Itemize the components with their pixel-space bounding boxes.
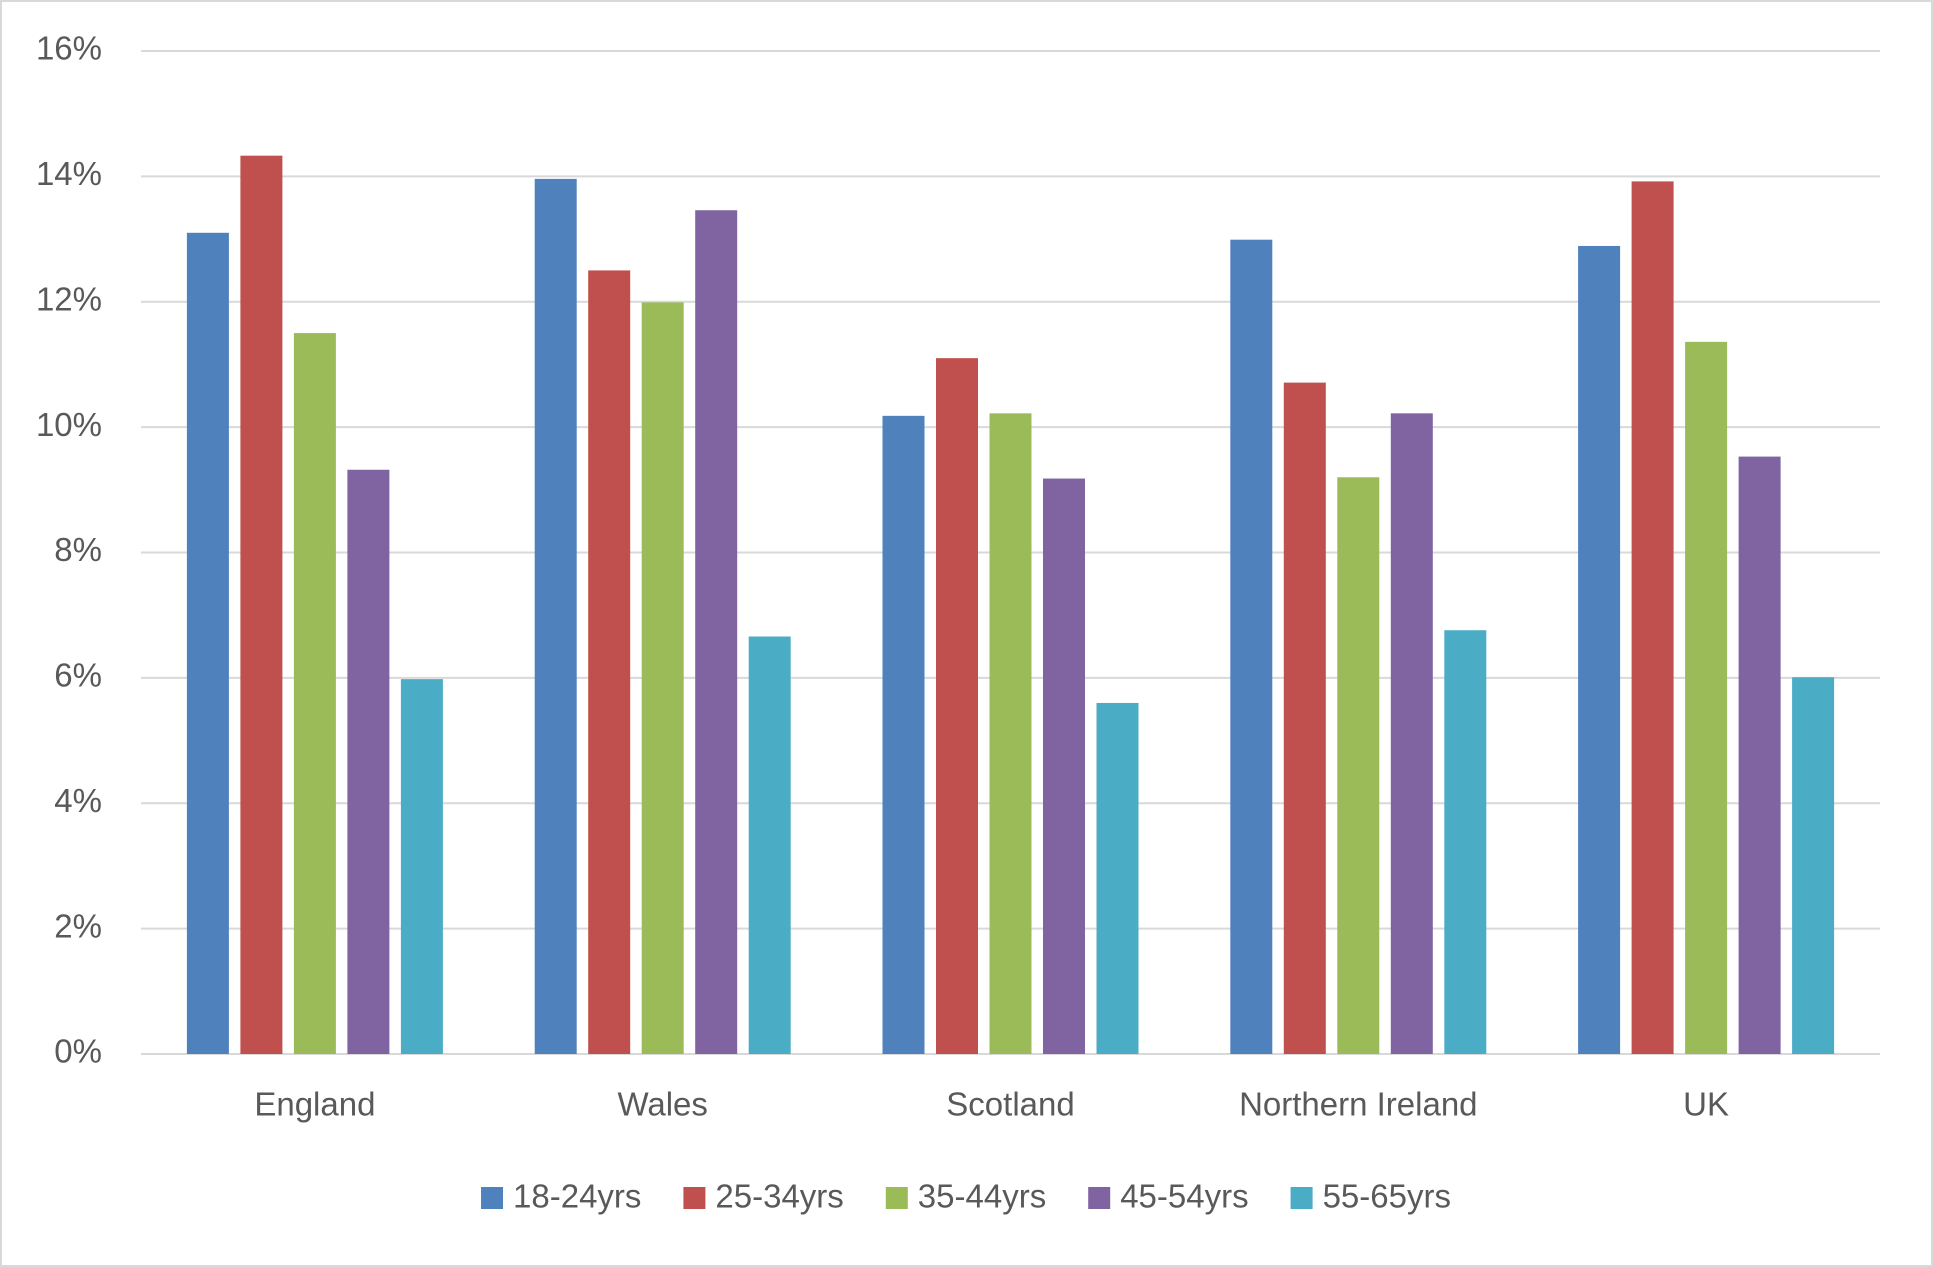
x-tick-label: England xyxy=(254,1086,375,1123)
bar xyxy=(347,469,390,1054)
bar xyxy=(1631,181,1674,1054)
bar xyxy=(1578,245,1621,1054)
legend-label: 35-44yrs xyxy=(918,1178,1046,1215)
legend-swatch xyxy=(683,1187,706,1209)
bar xyxy=(186,232,229,1054)
y-tick-label: 8% xyxy=(54,531,102,568)
bar xyxy=(1043,478,1085,1054)
x-tick-label: UK xyxy=(1683,1086,1729,1123)
bar xyxy=(882,415,925,1054)
x-tick-label: Wales xyxy=(617,1086,707,1123)
y-tick-label: 4% xyxy=(54,782,102,819)
bar xyxy=(1230,239,1273,1054)
bar xyxy=(1685,341,1728,1054)
legend-swatch xyxy=(1290,1187,1313,1209)
legend-swatch xyxy=(885,1187,908,1209)
y-tick-label: 6% xyxy=(54,657,102,694)
y-tick-label: 16% xyxy=(36,30,102,67)
bar xyxy=(989,413,1032,1054)
bar xyxy=(588,270,631,1054)
x-tick-label: Scotland xyxy=(946,1086,1074,1123)
bar xyxy=(1390,413,1433,1054)
legend-label: 55-65yrs xyxy=(1323,1178,1451,1215)
bar xyxy=(534,178,577,1054)
legend-label: 45-54yrs xyxy=(1120,1178,1248,1215)
x-tick-label: Northern Ireland xyxy=(1239,1086,1477,1123)
legend-swatch xyxy=(1088,1187,1111,1209)
bar xyxy=(1792,677,1835,1054)
y-tick-label: 10% xyxy=(36,406,102,443)
bar xyxy=(695,210,738,1054)
bar xyxy=(1283,382,1326,1054)
y-tick-label: 14% xyxy=(36,155,102,192)
y-tick-label: 12% xyxy=(36,280,102,317)
bar xyxy=(400,679,443,1054)
bar xyxy=(748,636,791,1054)
bar xyxy=(1444,630,1487,1054)
bar xyxy=(936,358,978,1054)
bar xyxy=(293,333,336,1054)
bar xyxy=(1337,477,1380,1054)
bar xyxy=(1738,456,1781,1054)
y-tick-label: 2% xyxy=(54,907,102,944)
legend-label: 25-34yrs xyxy=(715,1178,843,1215)
bar xyxy=(641,302,684,1055)
bar xyxy=(240,155,283,1055)
legend-swatch xyxy=(481,1187,504,1209)
legend-label: 18-24yrs xyxy=(513,1178,641,1215)
bar xyxy=(1096,702,1139,1054)
y-tick-label: 0% xyxy=(54,1033,102,1070)
